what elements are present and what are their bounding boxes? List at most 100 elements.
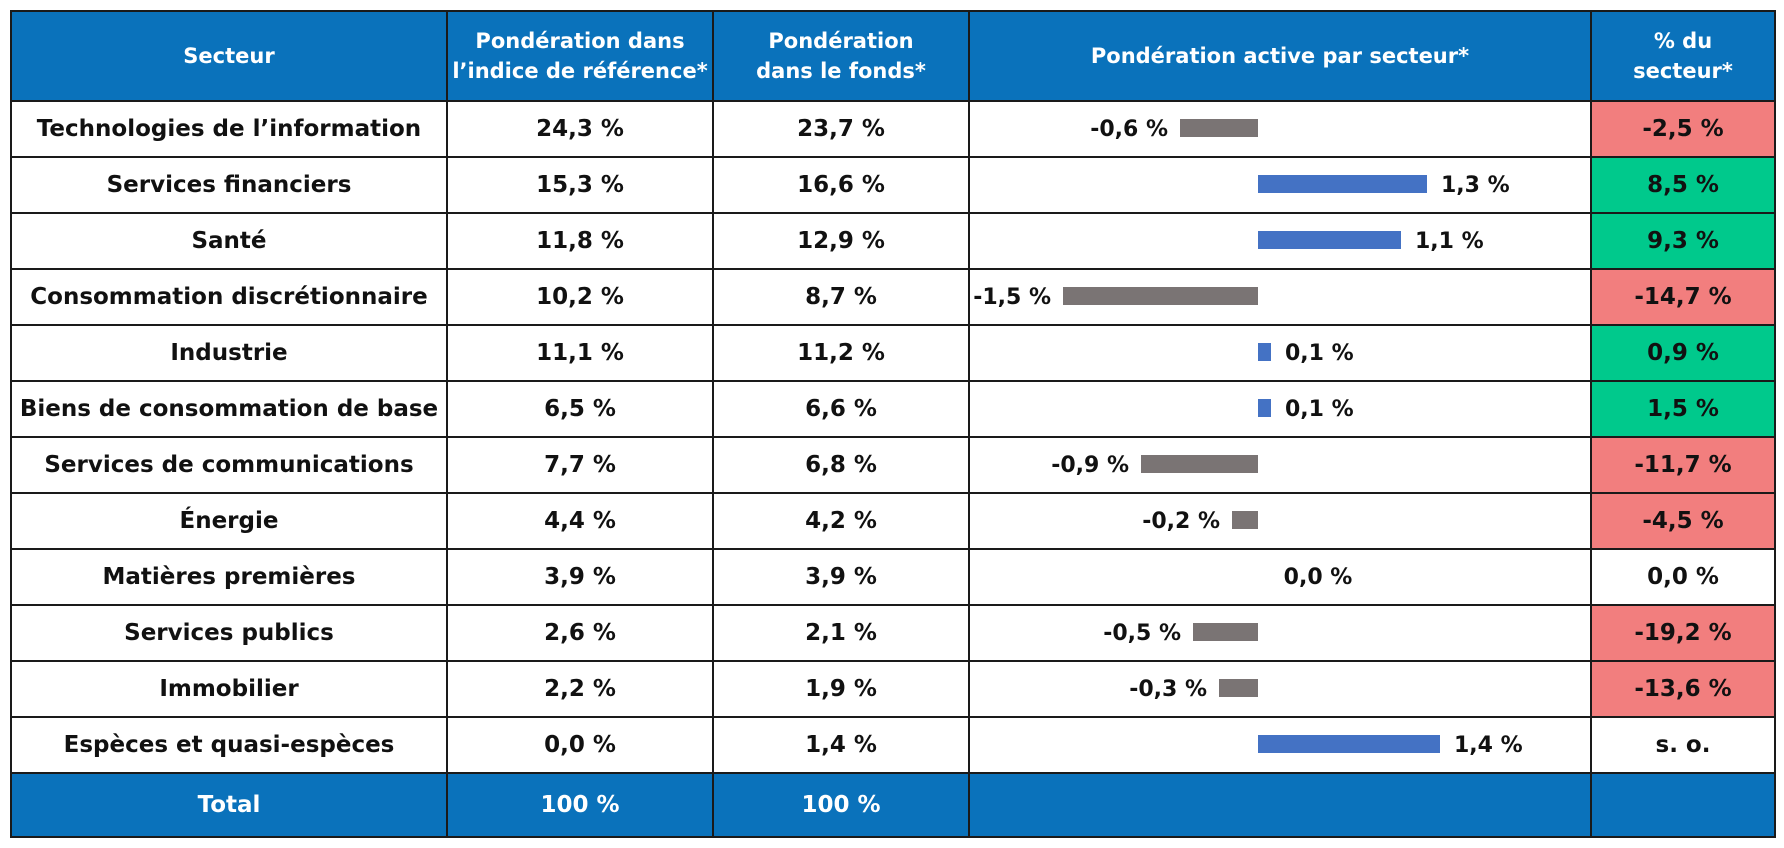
sector-pct: 0,9 % bbox=[1590, 324, 1776, 382]
active-weight-bar bbox=[1258, 343, 1271, 361]
active-weight-label: 1,4 % bbox=[1454, 733, 1523, 758]
header-pct-line1: % du bbox=[1653, 29, 1713, 53]
active-bar-svg: 1,1 % bbox=[1258, 229, 1484, 254]
active-weight-label: -0,5 % bbox=[1103, 621, 1181, 646]
sector-pct: -14,7 % bbox=[1590, 268, 1776, 326]
fund-weight: 1,4 % bbox=[712, 716, 970, 774]
active-weight-label: -0,9 % bbox=[1051, 453, 1129, 478]
benchmark-weight: 7,7 % bbox=[446, 436, 714, 494]
active-weight-bar bbox=[1193, 623, 1258, 641]
active-weight-label: -1,5 % bbox=[973, 285, 1051, 310]
sector-name: Services financiers bbox=[10, 156, 448, 214]
table-body: Technologies de l’information 24,3 % 23,… bbox=[10, 100, 1776, 838]
header-fund-line1: Pondération bbox=[768, 29, 914, 53]
total-row: Total 100 % 100 % bbox=[10, 772, 1776, 838]
sector-pct: 9,3 % bbox=[1590, 212, 1776, 270]
table-row: Technologies de l’information 24,3 % 23,… bbox=[10, 100, 1776, 158]
header-benchmark: Pondération dans l’indice de référence* bbox=[446, 10, 714, 102]
active-weight-cell: -1,5 % bbox=[968, 268, 1592, 326]
active-weight-label: -0,3 % bbox=[1129, 677, 1207, 702]
benchmark-weight: 2,2 % bbox=[446, 660, 714, 718]
fund-weight: 8,7 % bbox=[712, 268, 970, 326]
table-row: Espèces et quasi-espèces 0,0 % 1,4 % 1,4… bbox=[10, 716, 1776, 774]
table-row: Immobilier 2,2 % 1,9 % -0,3 % -13,6 % bbox=[10, 660, 1776, 718]
active-weight-label: 0,1 % bbox=[1285, 397, 1354, 422]
active-weight-label: 1,3 % bbox=[1441, 173, 1510, 198]
benchmark-weight: 15,3 % bbox=[446, 156, 714, 214]
header-benchmark-line2: l’indice de référence* bbox=[452, 59, 708, 83]
benchmark-weight: 0,0 % bbox=[446, 716, 714, 774]
sector-name: Espèces et quasi-espèces bbox=[10, 716, 448, 774]
sector-name: Biens de consommation de base bbox=[10, 380, 448, 438]
active-weight-label: -0,2 % bbox=[1142, 509, 1220, 534]
sector-pct: -4,5 % bbox=[1590, 492, 1776, 550]
active-bar-svg: 1,3 % bbox=[1258, 173, 1510, 198]
sector-name: Industrie bbox=[10, 324, 448, 382]
active-weight-cell: -0,2 % bbox=[968, 492, 1592, 550]
sector-pct: -13,6 % bbox=[1590, 660, 1776, 718]
active-weight-label: 0,0 % bbox=[1284, 565, 1353, 590]
active-bar-svg: -0,5 % bbox=[1103, 621, 1258, 646]
active-weight-bar bbox=[1232, 511, 1258, 529]
fund-weight: 16,6 % bbox=[712, 156, 970, 214]
table-row: Biens de consommation de base 6,5 % 6,6 … bbox=[10, 380, 1776, 438]
active-weight-cell: 0,0 % bbox=[968, 548, 1592, 606]
fund-weight: 6,6 % bbox=[712, 380, 970, 438]
fund-weight: 6,8 % bbox=[712, 436, 970, 494]
active-weight-bar bbox=[1180, 119, 1258, 137]
benchmark-weight: 3,9 % bbox=[446, 548, 714, 606]
table-row: Santé 11,8 % 12,9 % 1,1 % 9,3 % bbox=[10, 212, 1776, 270]
fund-weight: 12,9 % bbox=[712, 212, 970, 270]
sector-pct: -19,2 % bbox=[1590, 604, 1776, 662]
active-weight-label: -0,6 % bbox=[1090, 117, 1168, 142]
total-pct-empty bbox=[1590, 772, 1776, 838]
sector-name: Santé bbox=[10, 212, 448, 270]
header-pct: % du secteur* bbox=[1590, 10, 1776, 102]
active-weight-cell: -0,9 % bbox=[968, 436, 1592, 494]
sector-name: Consommation discrétionnaire bbox=[10, 268, 448, 326]
active-weight-cell: 1,1 % bbox=[968, 212, 1592, 270]
active-bar-svg: -0,9 % bbox=[1051, 453, 1258, 478]
active-weight-cell: -0,3 % bbox=[968, 660, 1592, 718]
table-row: Services financiers 15,3 % 16,6 % 1,3 % … bbox=[10, 156, 1776, 214]
header-fund: Pondération dans le fonds* bbox=[712, 10, 970, 102]
table-row: Services de communications 7,7 % 6,8 % -… bbox=[10, 436, 1776, 494]
active-weight-cell: 0,1 % bbox=[968, 324, 1592, 382]
total-label: Total bbox=[10, 772, 448, 838]
active-weight-cell: 1,4 % bbox=[968, 716, 1592, 774]
active-bar-svg: 0,1 % bbox=[1258, 397, 1354, 422]
sector-name: Immobilier bbox=[10, 660, 448, 718]
active-weight-cell: 1,3 % bbox=[968, 156, 1592, 214]
header-row: Secteur Pondération dans l’indice de réf… bbox=[10, 10, 1776, 102]
header-sector: Secteur bbox=[10, 10, 448, 102]
total-active-empty bbox=[968, 772, 1592, 838]
active-bar-svg: -0,6 % bbox=[1090, 117, 1258, 142]
fund-weight: 2,1 % bbox=[712, 604, 970, 662]
benchmark-weight: 11,1 % bbox=[446, 324, 714, 382]
sector-name: Services publics bbox=[10, 604, 448, 662]
header-fund-line2: dans le fonds* bbox=[756, 59, 926, 83]
active-weight-cell: 0,1 % bbox=[968, 380, 1592, 438]
sector-pct: 1,5 % bbox=[1590, 380, 1776, 438]
benchmark-weight: 2,6 % bbox=[446, 604, 714, 662]
header-pct-line2: secteur* bbox=[1633, 59, 1733, 83]
active-weight-bar bbox=[1258, 231, 1401, 249]
active-bar-svg: -0,2 % bbox=[1142, 509, 1258, 534]
fund-weight: 4,2 % bbox=[712, 492, 970, 550]
sector-weights-table: Secteur Pondération dans l’indice de réf… bbox=[10, 10, 1776, 838]
active-weight-cell: -0,6 % bbox=[968, 100, 1592, 158]
sector-pct: 0,0 % bbox=[1590, 548, 1776, 606]
active-weight-bar bbox=[1063, 287, 1258, 305]
benchmark-weight: 10,2 % bbox=[446, 268, 714, 326]
active-bar-svg: 0,1 % bbox=[1258, 341, 1354, 366]
table-row: Consommation discrétionnaire 10,2 % 8,7 … bbox=[10, 268, 1776, 326]
fund-weight: 1,9 % bbox=[712, 660, 970, 718]
benchmark-weight: 4,4 % bbox=[446, 492, 714, 550]
fund-weight: 3,9 % bbox=[712, 548, 970, 606]
active-weight-bar bbox=[1258, 735, 1440, 753]
active-weight-cell: -0,5 % bbox=[968, 604, 1592, 662]
active-weight-bar bbox=[1219, 679, 1258, 697]
benchmark-weight: 24,3 % bbox=[446, 100, 714, 158]
active-bar-svg: 0,0 % bbox=[1284, 565, 1353, 590]
header-active: Pondération active par secteur* bbox=[968, 10, 1592, 102]
